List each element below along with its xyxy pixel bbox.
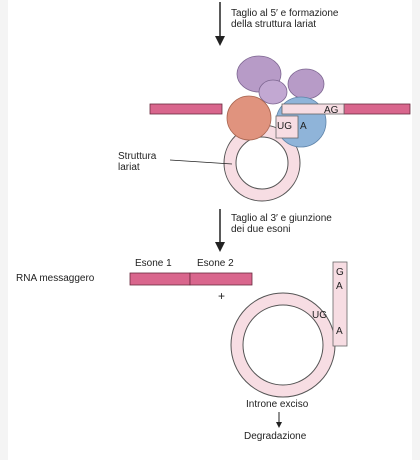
plus-sign: + (218, 289, 226, 303)
exon-2-bar-mrna (189, 272, 253, 286)
exon2-label: Esone 2 (197, 258, 234, 269)
step2-line1: Taglio al 3′ e giunzione (231, 213, 332, 224)
nt-g: G (336, 267, 344, 278)
exon-1-bar-top (149, 103, 223, 115)
degradation-label: Degradazione (244, 431, 307, 442)
intron-branch-stem (275, 115, 299, 139)
step2-line2: dei due esoni (231, 224, 291, 235)
nt-ag: AG (324, 105, 339, 116)
excised-intron-label: Introne exciso (246, 399, 309, 410)
step1-line2: della struttura lariat (231, 19, 317, 30)
nt-ug2: UG (312, 310, 327, 321)
nt-a3: A (336, 326, 343, 337)
exon-1-bar-mrna (129, 272, 191, 286)
arrow-down-icon (215, 2, 225, 46)
nt-a2: A (336, 281, 343, 292)
mrna-label: RNA messaggero (16, 273, 95, 284)
arrow-down-icon (215, 209, 225, 252)
spliceosome (226, 55, 327, 148)
lariat-label-line2: lariat (118, 162, 140, 173)
step1-line1: Taglio al 5′ e formazione (231, 8, 339, 19)
nt-a: A (300, 121, 307, 132)
nt-ug: UG (277, 121, 292, 132)
arrow-down-icon (276, 412, 282, 428)
exon-2-bar-top (343, 103, 411, 115)
excised-intron (230, 261, 348, 398)
exon1-label: Esone 1 (135, 258, 172, 269)
lariat-leader-line (169, 159, 233, 165)
figure-panel (8, 0, 412, 460)
lariat-label-line1: Struttura (118, 151, 157, 162)
intron-strand-top (281, 103, 345, 115)
